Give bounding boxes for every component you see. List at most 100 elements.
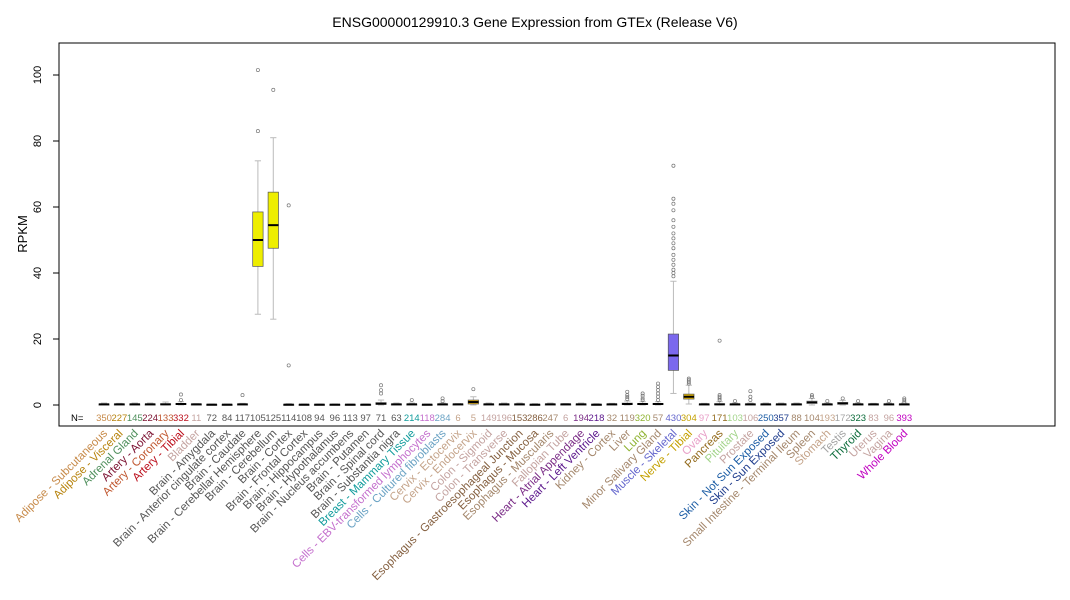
box-outlier [625,389,630,394]
box-36 [637,391,649,406]
box-outlier [671,246,676,251]
sample-count: 71 [376,413,387,424]
box-outlier [625,395,630,400]
box-outlier [671,208,676,213]
sample-count: 194 [573,413,589,424]
box-15 [313,403,326,406]
box-outlier [809,393,814,398]
box-6 [175,392,187,406]
sample-count: 284 [435,413,451,424]
sample-count: 57 [653,413,664,424]
sample-count: 350 [96,413,112,424]
sample-count: 114 [281,413,296,424]
n-label: N= [71,413,84,424]
sample-count: 5 [471,413,476,424]
sample-count: 6 [563,413,568,424]
box-28 [513,402,526,406]
box-outlier [440,396,445,401]
sample-count: 96 [330,413,341,424]
box-outlier [671,257,676,262]
y-tick-label: 20 [32,333,44,345]
box-outlier [656,388,660,393]
box-47 [806,393,818,406]
box-outlier [640,398,645,402]
sample-count: 88 [791,413,802,424]
sample-count: 72 [206,413,217,424]
sample-count: 96 [884,413,895,424]
y-axis-label: RPKM [15,215,30,253]
box-outlier [856,399,861,403]
box-33 [590,403,603,406]
box-outlier [178,398,183,402]
sample-count: 97 [699,413,710,424]
box-outlier [671,274,676,279]
box-outlier [902,396,907,401]
sample-count: 117 [235,413,250,424]
box-46 [790,402,803,406]
box-1 [98,402,110,406]
box-outlier [471,387,476,392]
sample-count: 320 [635,413,651,424]
y-tick-label: 0 [32,402,44,408]
sample-count: 323 [850,413,866,424]
box-5 [160,401,172,406]
box-4 [144,402,156,406]
box-outlier [656,384,660,389]
sample-count: 286 [527,413,543,424]
box-41 [714,338,726,406]
box-iqr [667,333,679,371]
box-outlier [440,399,445,403]
box-outlier [671,163,676,168]
box-outlier [286,363,291,368]
sample-count: 104 [804,413,820,424]
sample-count: 6 [455,413,460,424]
box-outlier [671,271,676,275]
box-outlier [640,391,645,396]
sample-count: 97 [360,413,371,424]
box-48 [821,399,833,406]
box-outlier [686,376,691,381]
sample-count: 113 [343,413,358,424]
box-34 [606,402,618,406]
box-25 [467,387,479,406]
y-tick-label: 40 [32,267,44,279]
box-14 [298,403,310,406]
box-outlier [717,393,722,398]
box-outlier [255,129,260,134]
y-axis: 0 20 40 60 80 100 [32,66,60,408]
sample-count: 11 [191,413,201,424]
box-39 [683,376,695,405]
sample-count: 196 [496,413,512,424]
box-outlier [656,398,660,402]
box-38 [667,163,679,394]
box-50 [852,399,864,406]
sample-count: 357 [773,413,789,424]
box-8 [206,403,218,406]
sample-count: 227 [111,413,127,424]
box-outlier [748,398,753,402]
sample-count: 63 [391,413,402,424]
box-31 [560,403,572,406]
box-outlier [625,397,630,402]
sample-count: 94 [314,413,325,424]
y-tick-label: 60 [32,201,44,213]
box-outlier [809,394,814,399]
box-outlier [671,262,676,267]
box-outlier [671,241,676,246]
box-outlier [286,203,291,208]
box-21 [406,398,418,406]
box-17 [344,403,356,406]
sample-count: 108 [296,413,312,424]
box-13 [283,203,295,406]
box-outlier [686,378,691,383]
box-outlier [886,399,891,403]
box-16 [329,403,341,406]
box-outlier [840,396,845,401]
box-40 [698,402,710,406]
sample-count: 214 [404,413,420,424]
sample-count: 332 [173,413,189,424]
box-18 [360,403,372,406]
box-10 [236,393,249,406]
sample-count: 153 [512,413,528,424]
